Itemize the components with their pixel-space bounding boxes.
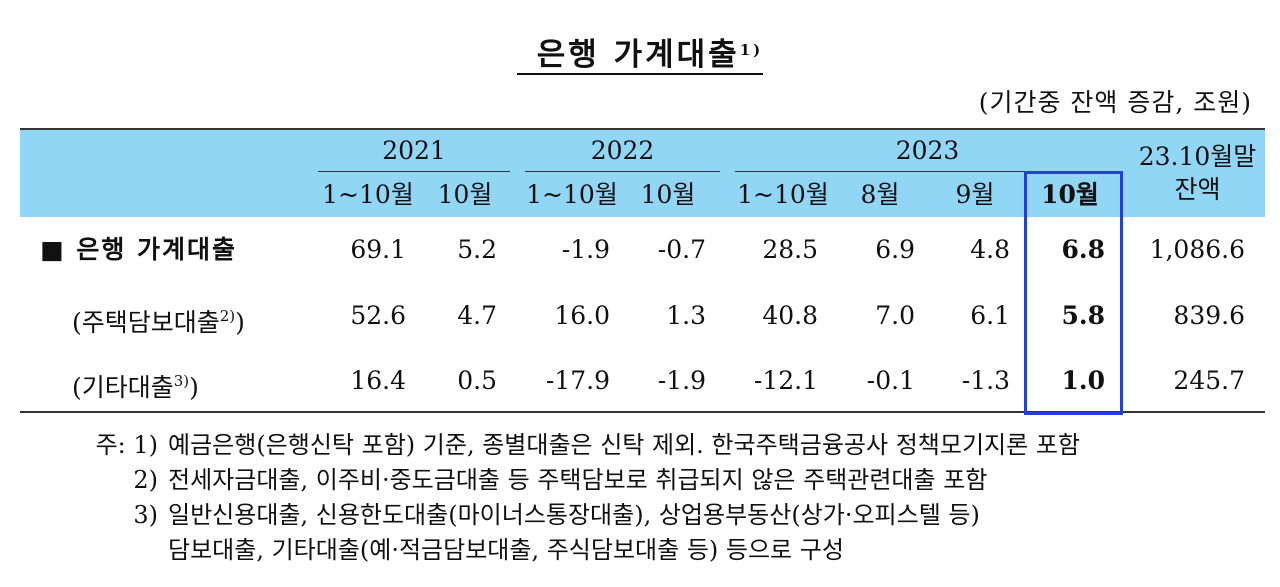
- title-text: 은행 가계대출: [536, 37, 740, 73]
- sub-header: 10월: [437, 180, 493, 209]
- note-text: 일반신용대출, 신용한도대출(마이너스통장대출), 상업용부동산(상가·오피스텔…: [168, 501, 980, 529]
- cell: -1.3: [961, 366, 1010, 395]
- title-wrap: 은행 가계대출1): [0, 30, 1280, 75]
- cell: -17.9: [545, 366, 610, 395]
- balance-header: 23.10월말: [1138, 142, 1257, 171]
- cell: 52.6: [350, 301, 406, 330]
- note-marker: 3): [133, 501, 158, 529]
- sub-header: 8월: [860, 180, 900, 209]
- sub-header: 1~10월: [526, 180, 618, 209]
- cell: 6.8: [1061, 235, 1106, 264]
- sub-header: 10월: [640, 180, 696, 209]
- title: 은행 가계대출1): [516, 37, 764, 75]
- note-text: 전세자금대출, 이주비·중도금대출 등 주택담보로 취급되지 않은 주택관련대출…: [168, 466, 988, 494]
- note-text: 예금은행(은행신탁 포함) 기준, 종별대출은 신탁 제외. 한국주택금융공사 …: [168, 431, 1080, 459]
- cell: 4.7: [457, 301, 497, 330]
- footnote-mark: 2): [219, 307, 236, 325]
- note-marker: 2): [133, 466, 158, 494]
- row-label-text: (주택담보대출: [72, 308, 220, 337]
- note-marker: 주: 1): [95, 431, 158, 459]
- sub-header: 10월: [1041, 180, 1099, 209]
- row-label-suffix: ): [235, 308, 245, 337]
- balance-header: 잔액: [1174, 175, 1221, 204]
- row-label: (기타대출3)): [72, 366, 199, 403]
- cell: 1,086.6: [1149, 235, 1245, 264]
- cell: 28.5: [762, 235, 818, 264]
- cell: 1.3: [666, 301, 706, 330]
- cell: 839.6: [1173, 301, 1245, 330]
- footnote-mark: 1): [739, 41, 764, 59]
- cell: 6.9: [875, 235, 915, 264]
- cell: -0.1: [866, 366, 915, 395]
- year-header: 2022: [590, 136, 655, 165]
- cell: 7.0: [875, 301, 915, 330]
- year-header: 2023: [895, 136, 960, 165]
- year-rule-2021: [318, 171, 510, 172]
- footnote-mark: 3): [173, 372, 190, 390]
- year-header: 2021: [382, 136, 446, 165]
- cell: 5.2: [457, 235, 497, 264]
- row-label-text: ■ 은행 가계대출: [40, 235, 238, 264]
- cell: -1.9: [561, 235, 610, 264]
- cell: 0.5: [457, 366, 497, 395]
- cell: -1.9: [657, 366, 706, 395]
- cell: -12.1: [753, 366, 818, 395]
- cell: 16.4: [350, 366, 406, 395]
- bottom-rule: [20, 411, 1265, 413]
- cell: 5.8: [1061, 301, 1106, 330]
- cell: 40.8: [762, 301, 818, 330]
- sub-header: 1~10월: [737, 180, 829, 209]
- row-label-suffix: ): [189, 373, 199, 402]
- unit: (기간중 잔액 증감, 조원): [978, 88, 1252, 117]
- cell: 16.0: [554, 301, 610, 330]
- row-label: ■ 은행 가계대출: [40, 235, 237, 265]
- sub-header: 9월: [955, 180, 995, 209]
- cell: 1.0: [1061, 366, 1106, 395]
- highlight-box: [1024, 171, 1123, 415]
- cell: 69.1: [350, 235, 406, 264]
- sub-header: 1~10월: [322, 180, 414, 209]
- cell: 6.1: [970, 301, 1010, 330]
- cell: 245.7: [1173, 366, 1245, 395]
- row-label: (주택담보대출2)): [72, 301, 245, 338]
- year-rule-2022: [525, 171, 720, 172]
- row-label-text: (기타대출: [72, 373, 174, 402]
- cell: -0.7: [657, 235, 706, 264]
- note-text: 담보대출, 기타대출(예·적금담보대출, 주식담보대출 등) 등으로 구성: [168, 536, 844, 564]
- year-rule-2023: [735, 171, 1120, 172]
- cell: 4.8: [970, 235, 1010, 264]
